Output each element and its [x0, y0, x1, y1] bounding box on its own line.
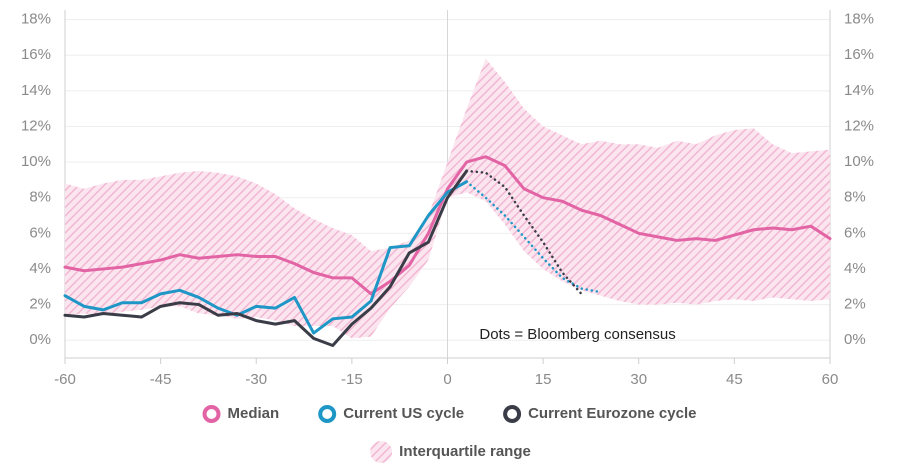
y-tick-label: 2%	[29, 296, 51, 313]
series-line	[63, 180, 469, 335]
series-line	[63, 155, 832, 296]
y-tick-label-right: 2%	[844, 296, 866, 313]
forecast-line	[465, 180, 602, 294]
legend-label: Median	[228, 405, 280, 422]
legend-label: Current Eurozone cycle	[528, 405, 696, 422]
x-tick-label: 45	[726, 371, 743, 388]
y-tick-label: 12%	[21, 117, 51, 134]
legend: Median Current US cycle Current Eurozone c…	[202, 405, 696, 423]
legend-label: Current US cycle	[343, 405, 464, 422]
x-tick-label: 30	[630, 371, 647, 388]
y-tick-label-right: 16%	[844, 46, 874, 63]
x-tick-label: 15	[535, 371, 552, 388]
y-tick-label: 16%	[21, 46, 51, 63]
y-tick-label-right: 18%	[844, 11, 874, 28]
x-tick-label: 0	[443, 371, 451, 388]
legend-item: Current Eurozone cycle	[503, 405, 696, 423]
series-line	[63, 169, 469, 348]
iqr-band	[65, 58, 830, 339]
y-tick-label: 10%	[21, 153, 51, 170]
y-tick-label-right: 12%	[844, 117, 874, 134]
y-tick-label: 8%	[29, 189, 51, 206]
y-tick-label: 18%	[21, 11, 51, 28]
y-tick-label-right: 14%	[844, 82, 874, 99]
legend-marker	[370, 441, 393, 463]
y-tick-label: 14%	[21, 82, 51, 99]
x-tick-label: -15	[341, 371, 363, 388]
y-tick-label-right: 8%	[844, 189, 866, 206]
y-tick-label: 4%	[29, 260, 51, 277]
y-tick-label-right: 10%	[844, 153, 874, 170]
annotation: Dots = Bloomberg consensus	[479, 326, 675, 343]
legend-marker	[503, 405, 522, 423]
y-tick-label-right: 4%	[844, 260, 866, 277]
forecast-line	[465, 169, 583, 296]
y-tick-label-right: 6%	[844, 224, 866, 241]
x-tick-label: 60	[822, 371, 839, 388]
y-tick-label-right: 0%	[844, 331, 866, 348]
legend-marker	[202, 405, 221, 423]
legend-band: Interquartile range	[370, 441, 531, 463]
x-tick-label: -30	[245, 371, 267, 388]
legend-label: Interquartile range	[399, 443, 531, 460]
legend-item: Current US cycle	[318, 405, 464, 423]
y-tick-label: 6%	[29, 224, 51, 241]
y-tick-label: 0%	[29, 331, 51, 348]
x-tick-label: -45	[150, 371, 172, 388]
legend-marker	[318, 405, 337, 423]
x-tick-label: -60	[54, 371, 76, 388]
legend-item: Median	[202, 405, 280, 423]
